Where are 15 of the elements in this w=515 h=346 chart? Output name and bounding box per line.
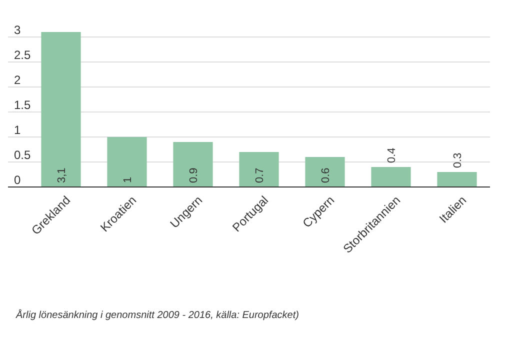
y-tick-label: 1.5	[14, 98, 32, 112]
data-label: 3,1	[56, 168, 68, 183]
data-label: 0.9	[188, 168, 200, 183]
data-label: 0.7	[254, 168, 266, 183]
data-label: 0.4	[386, 148, 398, 163]
y-tick-label: 0.5	[14, 148, 32, 162]
y-tick-label: 0	[14, 173, 21, 187]
text: Årlig lönesänkning i genomsnitt 2009 - 2016, källa: Europfacket)	[15, 309, 299, 321]
y-tick-label: 1	[14, 123, 21, 137]
y-tick-label: 2	[14, 73, 21, 87]
data-label: 1	[122, 176, 134, 183]
data-label: 0.6	[320, 168, 332, 183]
y-tick-label: 3	[14, 23, 21, 37]
y-tick-label: 2.5	[14, 48, 32, 62]
data-label: 0.3	[452, 152, 464, 168]
